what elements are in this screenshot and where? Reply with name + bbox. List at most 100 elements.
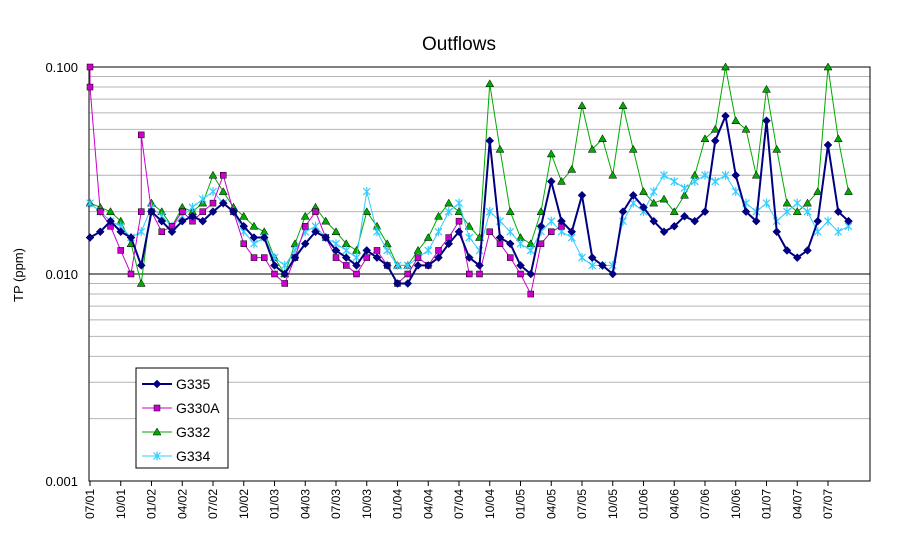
data-point — [424, 245, 433, 255]
data-point — [261, 254, 268, 261]
legend: G335 G330A G332 G334 — [135, 367, 229, 469]
data-point — [578, 253, 586, 263]
data-point — [834, 227, 843, 237]
data-point — [669, 221, 679, 231]
data-point — [506, 227, 515, 237]
data-point — [485, 207, 494, 217]
data-point — [772, 144, 782, 153]
data-point — [495, 144, 505, 153]
data-point — [464, 221, 474, 230]
data-point — [710, 124, 720, 133]
data-point — [598, 261, 607, 270]
data-point — [383, 245, 392, 255]
legend-entry-g332: G332 — [142, 424, 210, 440]
x-tick-label: 07/01 — [83, 489, 97, 519]
data-point — [464, 253, 474, 262]
data-point — [618, 207, 628, 217]
data-series — [85, 62, 853, 298]
data-point — [352, 245, 361, 254]
data-point — [373, 247, 381, 254]
data-point — [782, 198, 792, 207]
data-point — [363, 254, 370, 261]
data-point — [302, 223, 309, 230]
data-point — [280, 260, 289, 270]
data-point — [393, 279, 402, 288]
x-tick-label: 10/06 — [729, 489, 743, 519]
chart-title: Outflows — [422, 34, 496, 55]
data-point — [557, 176, 566, 185]
data-point — [690, 176, 699, 186]
data-point — [526, 245, 535, 255]
data-point — [138, 208, 145, 215]
data-point — [414, 254, 422, 261]
y-axis-ticks: 0.001 0.010 0.100 — [45, 60, 78, 489]
data-point — [618, 101, 628, 109]
data-point — [106, 216, 115, 226]
data-point — [434, 253, 443, 262]
data-point — [526, 269, 536, 279]
data-point — [434, 211, 443, 220]
data-point — [762, 198, 771, 208]
data-point — [546, 177, 556, 186]
data-point — [792, 207, 802, 215]
x-tick-label: 04/02 — [175, 489, 189, 519]
data-point — [270, 261, 279, 270]
data-point — [537, 240, 545, 248]
data-point — [249, 233, 259, 242]
data-point — [669, 207, 679, 215]
data-point — [218, 187, 228, 195]
data-point — [179, 208, 186, 215]
data-point — [152, 379, 162, 389]
legend-label: G332 — [176, 424, 210, 440]
data-point — [546, 149, 556, 158]
data-point — [352, 253, 361, 263]
data-point — [823, 62, 833, 71]
data-point — [209, 199, 217, 207]
data-point — [280, 269, 290, 279]
data-point — [587, 253, 597, 262]
data-point — [833, 207, 843, 217]
x-tick-label: 07/02 — [206, 489, 220, 519]
data-point — [198, 194, 207, 204]
data-point — [250, 254, 258, 261]
data-point — [721, 170, 730, 180]
data-point — [153, 404, 161, 412]
data-point — [423, 233, 433, 241]
series-g332 — [85, 62, 853, 287]
data-point — [517, 270, 524, 278]
data-point — [444, 207, 453, 217]
x-tick-label: 01/04 — [391, 489, 405, 519]
data-point — [649, 187, 658, 197]
data-point — [793, 198, 802, 208]
data-point — [628, 144, 638, 153]
data-point — [466, 270, 473, 278]
data-point — [505, 239, 515, 249]
data-point — [536, 207, 546, 215]
data-point — [783, 207, 791, 217]
data-point — [577, 190, 587, 200]
data-point — [527, 290, 534, 298]
data-point — [85, 233, 95, 242]
x-tick-label: 10/05 — [606, 489, 620, 519]
data-point — [312, 208, 319, 215]
data-point — [444, 239, 454, 249]
data-point — [239, 211, 249, 220]
data-point — [649, 198, 659, 207]
data-point — [751, 170, 761, 179]
x-tick-label: 04/06 — [667, 489, 681, 519]
x-tick-label: 04/05 — [544, 489, 558, 519]
x-tick-label: 10/02 — [237, 489, 251, 519]
data-point — [435, 247, 442, 254]
data-point — [208, 207, 218, 217]
data-point — [710, 136, 720, 146]
data-point — [240, 240, 247, 248]
data-point — [507, 254, 514, 261]
data-point — [116, 227, 126, 237]
data-point — [577, 101, 587, 109]
legend-label: G334 — [176, 448, 210, 464]
data-point — [198, 216, 208, 226]
data-point — [290, 253, 300, 262]
y-axis-label: TP (ppm) — [11, 248, 26, 302]
data-point — [341, 253, 351, 262]
x-tick-label: 07/05 — [575, 489, 589, 519]
